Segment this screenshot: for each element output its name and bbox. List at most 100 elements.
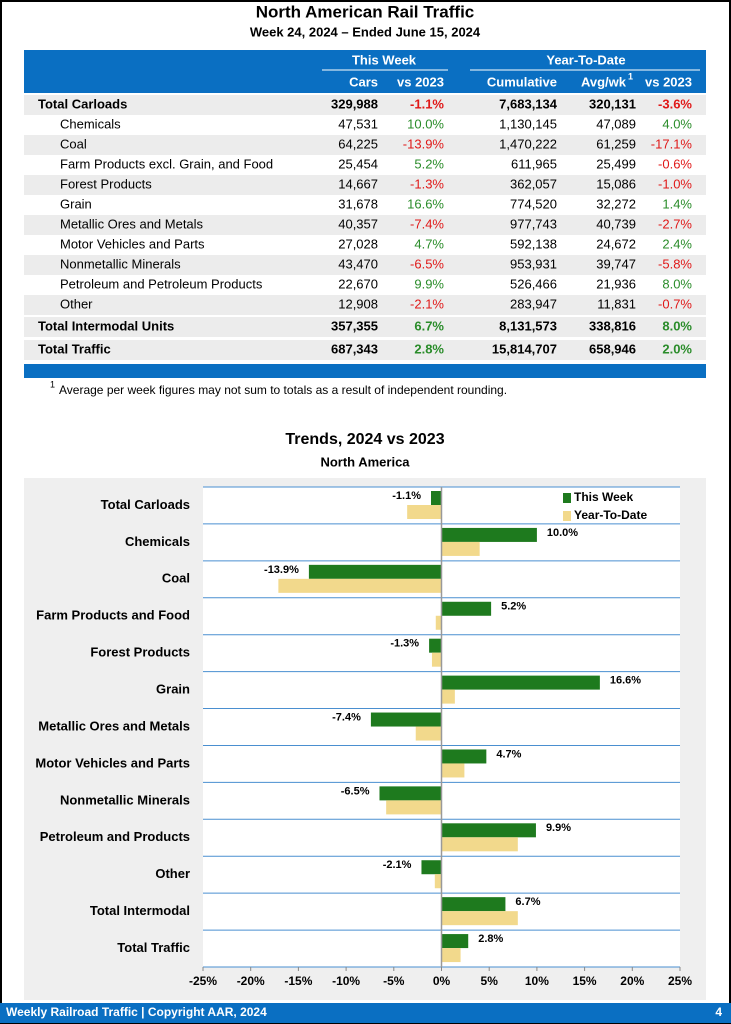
cell: 2.0% bbox=[662, 341, 692, 356]
cell: 21,936 bbox=[596, 276, 636, 291]
x-tick-label: -15% bbox=[284, 974, 312, 988]
row-label: Metallic Ores and Metals bbox=[60, 216, 204, 231]
bar bbox=[441, 823, 536, 838]
bar bbox=[434, 874, 442, 889]
bar bbox=[435, 615, 442, 630]
category-label: Total Intermodal bbox=[90, 903, 190, 918]
column-header: Cumulative bbox=[487, 74, 557, 89]
data-label: -1.3% bbox=[390, 638, 419, 650]
bar bbox=[441, 541, 480, 556]
cell: 687,343 bbox=[331, 341, 378, 356]
bar bbox=[379, 786, 442, 801]
data-label: -13.9% bbox=[264, 564, 299, 576]
cell: -6.5% bbox=[410, 256, 444, 271]
cell: 953,931 bbox=[510, 256, 557, 271]
bar bbox=[431, 491, 442, 505]
x-tick-label: -5% bbox=[383, 974, 405, 988]
chart-subtitle: North America bbox=[320, 454, 410, 469]
category-label: Nonmetallic Minerals bbox=[60, 792, 190, 807]
bar bbox=[441, 601, 492, 616]
data-label: -6.5% bbox=[341, 785, 370, 797]
x-tick-label: -20% bbox=[237, 974, 265, 988]
cell: 64,225 bbox=[338, 136, 378, 151]
legend-swatch bbox=[563, 511, 571, 521]
bar bbox=[441, 527, 537, 542]
row-band bbox=[24, 340, 706, 360]
cell: 5.2% bbox=[414, 156, 444, 171]
row-label: Total Carloads bbox=[38, 96, 127, 111]
cell: -2.1% bbox=[410, 296, 444, 311]
cell: 774,520 bbox=[510, 196, 557, 211]
category-label: Other bbox=[155, 866, 190, 881]
cell: 24,672 bbox=[596, 236, 636, 251]
cell: 1,470,222 bbox=[499, 136, 557, 151]
row-label: Coal bbox=[60, 136, 87, 151]
row-band bbox=[24, 95, 706, 115]
bar bbox=[441, 763, 465, 778]
bar bbox=[278, 578, 442, 593]
title: North American Rail Traffic bbox=[256, 2, 475, 21]
cell: 9.9% bbox=[414, 276, 444, 291]
bar bbox=[441, 689, 455, 704]
cell: 977,743 bbox=[510, 216, 557, 231]
cell: 25,499 bbox=[596, 156, 636, 171]
cell: 329,988 bbox=[331, 96, 378, 111]
cell: 1,130,145 bbox=[499, 116, 557, 131]
column-header: vs 2023 bbox=[397, 74, 444, 89]
bar bbox=[441, 911, 518, 926]
cell: 338,816 bbox=[589, 318, 636, 333]
category-label: Petroleum and Products bbox=[40, 829, 190, 844]
cell: 11,831 bbox=[597, 296, 636, 311]
cell: 47,089 bbox=[596, 116, 636, 131]
x-tick-label: 5% bbox=[481, 974, 499, 988]
cell: 362,057 bbox=[510, 176, 557, 191]
bar bbox=[441, 675, 600, 690]
cell: -1.3% bbox=[410, 176, 444, 191]
row-band bbox=[24, 215, 706, 235]
x-tick-label: 25% bbox=[668, 974, 692, 988]
category-label: Forest Products bbox=[90, 645, 190, 660]
row-label: Total Traffic bbox=[38, 341, 111, 356]
cell: 27,028 bbox=[338, 236, 378, 251]
x-tick-label: 0% bbox=[433, 974, 451, 988]
row-band bbox=[24, 317, 706, 337]
cell: -2.7% bbox=[658, 216, 692, 231]
data-label: -1.1% bbox=[392, 490, 421, 502]
group-header: This Week bbox=[352, 52, 417, 67]
cell: 43,470 bbox=[338, 256, 378, 271]
cell: 658,946 bbox=[589, 341, 636, 356]
bar bbox=[441, 837, 518, 852]
row-band bbox=[24, 295, 706, 315]
data-label: 4.7% bbox=[496, 748, 521, 760]
column-note: 1 bbox=[628, 71, 633, 81]
page-number: 4 bbox=[715, 1005, 722, 1019]
bar bbox=[441, 934, 469, 949]
cell: 32,272 bbox=[596, 196, 636, 211]
category-label: Metallic Ores and Metals bbox=[38, 718, 190, 733]
bar bbox=[308, 564, 442, 579]
row-label: Chemicals bbox=[60, 116, 121, 131]
cell: 15,814,707 bbox=[492, 341, 557, 356]
cell: 611,965 bbox=[511, 156, 557, 171]
row-label: Farm Products excl. Grain, and Food bbox=[60, 156, 273, 171]
cell: 1.4% bbox=[662, 196, 692, 211]
data-label: 10.0% bbox=[547, 527, 578, 539]
row-band bbox=[24, 175, 706, 195]
cell: 357,355 bbox=[331, 318, 378, 333]
category-label: Chemicals bbox=[125, 534, 190, 549]
cell: 4.0% bbox=[662, 116, 692, 131]
category-label: Grain bbox=[156, 682, 190, 697]
row-label: Grain bbox=[60, 196, 92, 211]
data-label: 6.7% bbox=[515, 896, 540, 908]
category-label: Total Carloads bbox=[101, 497, 190, 512]
x-tick-label: -25% bbox=[189, 974, 217, 988]
cell: 15,086 bbox=[596, 176, 636, 191]
row-label: Motor Vehicles and Parts bbox=[60, 236, 205, 251]
table-footer-band bbox=[24, 364, 706, 378]
footer-text: Weekly Railroad Traffic | Copyright AAR,… bbox=[6, 1005, 267, 1019]
cell: 31,678 bbox=[338, 196, 378, 211]
cell: 39,747 bbox=[596, 256, 636, 271]
footnote: Average per week figures may not sum to … bbox=[59, 383, 507, 397]
cell: 22,670 bbox=[338, 276, 378, 291]
